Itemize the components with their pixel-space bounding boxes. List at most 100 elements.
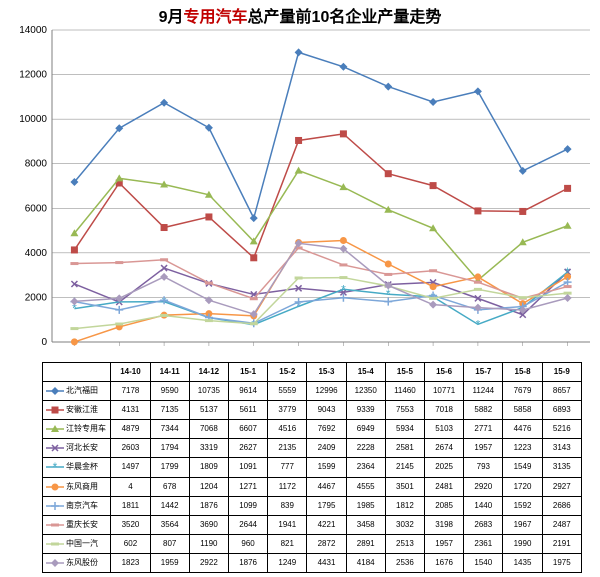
table-cell: 5858 [503,401,542,420]
table-cell: 1440 [464,496,503,515]
legend-cell: 北汽福田 [43,382,111,401]
table-cell: 2581 [385,439,424,458]
table-cell: 1975 [542,553,581,572]
table-cell: 3779 [268,401,307,420]
table-cell: 1442 [150,496,189,515]
legend-cell: 重庆长安 [43,515,111,534]
table-cell: 6893 [542,401,581,420]
col-header: 15-1 [228,363,267,382]
table-cell: 3032 [385,515,424,534]
table-cell: 5882 [464,401,503,420]
table-cell: 1812 [385,496,424,515]
svg-text:6000: 6000 [25,203,48,214]
table-cell: 5137 [189,401,228,420]
table-cell: 839 [268,496,307,515]
svg-text:0: 0 [41,337,47,348]
table-cell: 1823 [111,553,150,572]
table-cell: 5103 [425,420,464,439]
table-cell: 4516 [268,420,307,439]
table-row: 东风商用467812041271117244674555350124812920… [43,477,582,496]
table-cell: 10735 [189,382,228,401]
table-cell: 11244 [464,382,503,401]
table-cell: 2135 [268,439,307,458]
table-cell: 7068 [189,420,228,439]
col-header: 14-12 [189,363,228,382]
table-cell: 1223 [503,439,542,458]
table-corner [43,363,111,382]
table-cell: 2228 [346,439,385,458]
table-cell: 1676 [425,553,464,572]
table-cell: 5559 [268,382,307,401]
table-cell: 5216 [542,420,581,439]
table-cell: 2361 [464,534,503,553]
table-cell: 1799 [150,458,189,477]
table-cell: 3520 [111,515,150,534]
table-cell: 2364 [346,458,385,477]
table-cell: 602 [111,534,150,553]
table-cell: 1099 [228,496,267,515]
svg-text:2000: 2000 [25,292,48,303]
table-cell: 4431 [307,553,346,572]
table-cell: 793 [464,458,503,477]
svg-text:*: * [53,462,58,472]
svg-text:8000: 8000 [25,159,48,170]
table-cell: 4221 [307,515,346,534]
table-cell: 1957 [464,439,503,458]
table-cell: 5611 [228,401,267,420]
table-cell: 1190 [189,534,228,553]
table-cell: 4131 [111,401,150,420]
col-header: 15-9 [542,363,581,382]
table-cell: 2771 [464,420,503,439]
table-cell: 4184 [346,553,385,572]
legend-cell: 中国一汽 [43,534,111,553]
table-cell: 1435 [503,553,542,572]
table-row: *华晨金杯14971799180910917771599236421452025… [43,458,582,477]
svg-text:10000: 10000 [19,114,47,125]
table-cell: 1876 [189,496,228,515]
table-cell: 2627 [228,439,267,458]
table-cell: 2487 [542,515,581,534]
table-cell: 1172 [268,477,307,496]
table-cell: 3198 [425,515,464,534]
table-cell: 2603 [111,439,150,458]
table-cell: 2025 [425,458,464,477]
table-cell: 1271 [228,477,267,496]
table-cell: 2481 [425,477,464,496]
table-cell: 2536 [385,553,424,572]
svg-text:14000: 14000 [19,25,47,36]
table-cell: 1091 [228,458,267,477]
table-cell: 7178 [111,382,150,401]
legend-cell: 东风股份 [43,553,111,572]
table-cell: 2191 [542,534,581,553]
table-cell: 10771 [425,382,464,401]
col-header: 15-8 [503,363,542,382]
table-cell: 2891 [346,534,385,553]
table-row: 北汽福田717895901073596145559129961235011460… [43,382,582,401]
table-cell: 4467 [307,477,346,496]
table-cell: 1990 [503,534,542,553]
table-cell: 960 [228,534,267,553]
table-row: 东风股份182319592922187612494431418425361676… [43,553,582,572]
table-cell: 8657 [542,382,581,401]
table-cell: 9339 [346,401,385,420]
table-cell: 807 [150,534,189,553]
table-cell: 5934 [385,420,424,439]
svg-text:*: * [476,317,481,331]
table-cell: 1985 [346,496,385,515]
table-cell: 7135 [150,401,189,420]
table-cell: 11460 [385,382,424,401]
table-cell: 2145 [385,458,424,477]
table-cell: 2683 [464,515,503,534]
col-header: 15-7 [464,363,503,382]
table-cell: 2920 [464,477,503,496]
table-row: 安徽江淮413171355137561137799043933975537018… [43,401,582,420]
svg-text:12000: 12000 [19,70,47,81]
col-header: 14-10 [111,363,150,382]
table-cell: 1795 [307,496,346,515]
table-cell: 1592 [503,496,542,515]
table-cell: 7344 [150,420,189,439]
table-row: 江铃专用车48797344706866074516769269495934510… [43,420,582,439]
table-cell: 678 [150,477,189,496]
legend-cell: 江铃专用车 [43,420,111,439]
table-cell: 1599 [307,458,346,477]
